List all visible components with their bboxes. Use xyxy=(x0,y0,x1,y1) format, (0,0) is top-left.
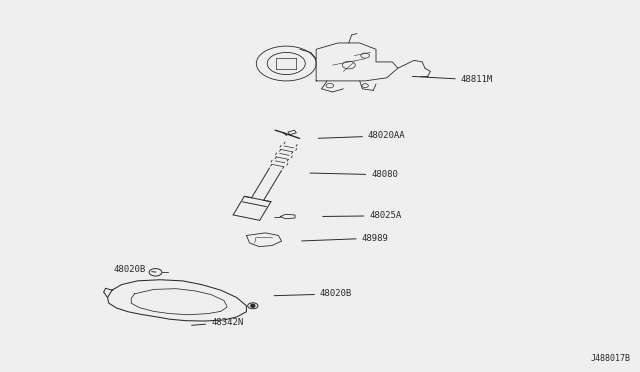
Text: 48025A: 48025A xyxy=(323,211,401,220)
Text: 48020AA: 48020AA xyxy=(318,131,406,140)
Text: 48080: 48080 xyxy=(310,170,398,179)
Text: 48989: 48989 xyxy=(301,234,388,243)
Text: 48811M: 48811M xyxy=(412,76,493,84)
Text: 48342N: 48342N xyxy=(191,318,243,327)
Text: 48020B: 48020B xyxy=(274,289,352,298)
Text: J488017B: J488017B xyxy=(590,354,630,363)
Text: 48020B: 48020B xyxy=(114,265,156,274)
